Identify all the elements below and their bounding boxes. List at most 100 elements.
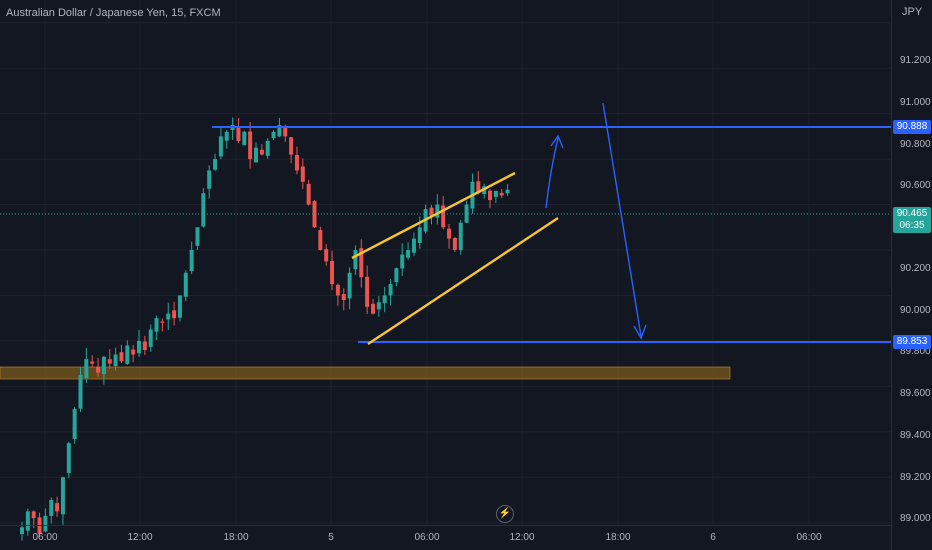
candle-body (172, 310, 177, 319)
candle-body (154, 318, 159, 332)
candle-body (265, 140, 270, 156)
candle-body (195, 227, 200, 246)
price-tick: 89.800 (900, 346, 931, 357)
resistance-price-tag: 90.888 (893, 120, 931, 134)
price-axis-separator (891, 0, 892, 550)
candle-body (464, 204, 469, 223)
time-tick: 06:00 (414, 532, 440, 543)
candle-body (142, 341, 147, 350)
candle-body (388, 284, 393, 296)
candle-body (283, 125, 288, 137)
candle-body (371, 303, 375, 314)
candle-body (271, 131, 276, 139)
last-price-tag: 90.465 06:35 (893, 207, 931, 233)
candle-body (353, 250, 358, 270)
candle-body (493, 190, 498, 197)
candle-body (505, 189, 510, 194)
candle-body (330, 261, 335, 285)
candle-body (131, 349, 136, 355)
candle-body (441, 205, 446, 228)
candle-body (72, 409, 77, 440)
candle-body (166, 313, 171, 320)
candle-body (376, 302, 381, 310)
price-tick: 89.200 (900, 472, 931, 483)
price-tick: 91.200 (900, 55, 931, 66)
time-tick: 06:00 (32, 532, 58, 543)
time-tick: 12:00 (127, 532, 153, 543)
time-axis-separator (0, 525, 891, 526)
price-tick: 90.600 (900, 180, 931, 191)
lightning-icon[interactable]: ⚡ (496, 505, 514, 523)
candle-body (213, 159, 218, 170)
price-tick: 89.400 (900, 430, 931, 441)
support-price-tag: 89.853 (893, 335, 931, 349)
price-tick: 91.000 (900, 97, 931, 108)
candle-body (125, 345, 130, 364)
candle-body (49, 500, 54, 516)
up-arrow (545, 134, 564, 209)
candle-body (400, 254, 405, 269)
candle-body (341, 293, 346, 300)
candle-body (277, 125, 282, 137)
candle-body (96, 366, 101, 373)
candle-body (359, 248, 364, 278)
candle-body (458, 222, 463, 251)
demand-zone (0, 366, 731, 380)
candle-body (452, 238, 457, 250)
candle-body (406, 250, 411, 258)
candle-body (201, 193, 206, 227)
price-tick: 90.200 (900, 263, 931, 274)
candle-body (312, 201, 317, 228)
candle-body (294, 154, 299, 171)
bar-countdown: 06:35 (899, 220, 925, 231)
candle-body (324, 249, 329, 262)
channel-upper-line (351, 171, 516, 260)
candle-body (60, 477, 65, 515)
candle-body (218, 136, 223, 157)
candle-body (207, 170, 212, 189)
candle-body (25, 511, 30, 531)
price-tick: 89.000 (900, 513, 931, 524)
candle-body (78, 375, 83, 409)
candle-body (107, 359, 112, 364)
candle-body (254, 147, 258, 163)
currency-label: JPY (902, 6, 923, 18)
candle-body (113, 354, 118, 367)
candle-body (90, 361, 95, 364)
time-tick: 5 (328, 532, 334, 543)
candle-body (177, 295, 182, 318)
chart-grid (0, 0, 891, 525)
candle-body (488, 190, 492, 200)
candle-body (31, 511, 36, 519)
candle-body (66, 443, 71, 474)
channel-lower-line (367, 216, 559, 346)
candle-body (429, 207, 434, 216)
candle-body (189, 250, 194, 272)
candle-body (101, 356, 106, 375)
candle-body (43, 515, 48, 532)
price-tick: 90.000 (900, 305, 931, 316)
candle-body (417, 227, 422, 243)
time-tick: 06:00 (796, 532, 822, 543)
last-price-value: 90.465 (896, 208, 928, 219)
candle-body (20, 527, 24, 535)
down-arrow (602, 102, 647, 340)
price-tick: 89.600 (900, 388, 931, 399)
candle-body (248, 131, 253, 160)
candle-body (476, 181, 481, 194)
candle-body (347, 272, 352, 299)
time-tick: 12:00 (509, 532, 535, 543)
candle-body (242, 131, 247, 146)
candle-body (259, 149, 264, 155)
candle-body (306, 183, 311, 205)
candle-body (365, 276, 370, 307)
candle-body (499, 192, 504, 196)
candle-body (382, 295, 387, 304)
candle-body (137, 340, 141, 354)
price-tick: 90.800 (900, 139, 931, 150)
candle-body (160, 321, 165, 323)
candle-body (236, 127, 241, 141)
time-tick: 18:00 (223, 532, 249, 543)
symbol-title[interactable]: Australian Dollar / Japanese Yen, 15, FX… (6, 7, 221, 19)
